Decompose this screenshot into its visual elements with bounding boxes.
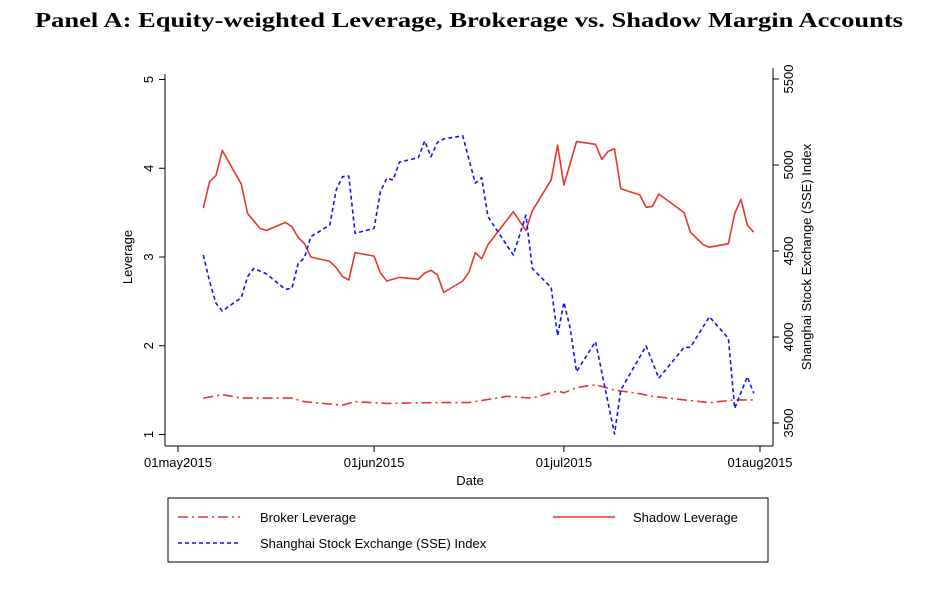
right-y-tick-label: 5000 (781, 151, 796, 180)
right-y-tick-label: 5500 (781, 65, 796, 94)
x-tick-label: 01may2015 (144, 455, 212, 470)
axes (164, 68, 774, 447)
x-axis-label: Date (456, 473, 483, 488)
left-y-axis-label: Leverage (120, 230, 135, 284)
left-y-tick-label: 4 (141, 165, 156, 172)
left-y-tick-label: 5 (141, 76, 156, 83)
broker-leverage-line (203, 384, 754, 406)
legend: Broker Leverage Shadow Leverage Shanghai… (167, 497, 769, 563)
legend-box (167, 497, 769, 563)
shadow-leverage-line (202, 140, 755, 294)
chart-title: Panel A: Equity-weighted Leverage, Broke… (35, 8, 903, 32)
right-y-tick-label: 3500 (781, 409, 796, 438)
left-y-tick-label: 2 (141, 342, 156, 349)
x-tick-label: 01aug2015 (727, 455, 792, 470)
left-y-tick-label: 3 (141, 253, 156, 260)
legend-sse-label: Shanghai Stock Exchange (SSE) Index (260, 536, 487, 551)
right-y-tick-label: 4000 (781, 323, 796, 352)
legend-shadow-label: Shadow Leverage (633, 510, 738, 525)
sse-index-line (202, 135, 755, 435)
right-y-axis-label: Shanghai Stock Exchange (SSE) Index (799, 143, 814, 370)
left-y-tick-label: 1 (141, 431, 156, 438)
x-tick-label: 01jul2015 (536, 455, 592, 470)
right-y-tick-label: 4500 (781, 237, 796, 266)
x-tick-label: 01jun2015 (344, 455, 405, 470)
legend-broker-label: Broker Leverage (260, 510, 356, 525)
